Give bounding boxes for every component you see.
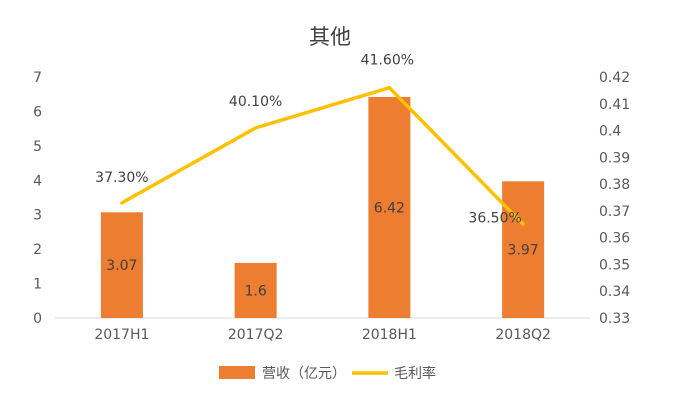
- x-tick-label: 2018Q2: [495, 327, 551, 343]
- legend-label-line: 毛利率: [394, 365, 436, 382]
- right-tick-label: 0.37: [599, 204, 630, 220]
- bar-data-label: 3.07: [106, 258, 137, 274]
- x-tick-label: 2017H1: [94, 327, 149, 343]
- legend: 营收（亿元） 毛利率: [219, 365, 436, 382]
- bar: [368, 96, 411, 319]
- right-tick-label: 0.34: [599, 284, 630, 300]
- left-tick-label: 1: [33, 277, 42, 293]
- bar-data-label: 1.6: [244, 283, 266, 299]
- left-tick-label: 5: [33, 139, 42, 155]
- line-path: [120, 85, 525, 227]
- right-tick-label: 0.39: [599, 150, 630, 166]
- line-data-label: 37.30%: [95, 170, 148, 186]
- chart-title: 其他: [309, 25, 351, 49]
- line-data-label: 40.10%: [229, 94, 282, 110]
- x-axis: 2017H1 2017Q2 2018H1 2018Q2: [94, 327, 551, 343]
- bar: [502, 181, 545, 318]
- bar-labels: 3.07 1.6 6.42 3.97: [106, 200, 538, 299]
- right-tick-label: 0.41: [599, 97, 630, 113]
- x-tick-label: 2018H1: [362, 327, 417, 343]
- left-tick-label: 7: [33, 70, 42, 86]
- legend-label-bar: 营收（亿元）: [262, 366, 346, 382]
- line-series: [120, 85, 525, 227]
- bar-data-label: 3.97: [508, 243, 539, 259]
- right-tick-label: 0.42: [599, 70, 630, 86]
- legend-swatch-bar: [219, 366, 255, 379]
- right-tick-label: 0.4: [599, 124, 621, 140]
- left-tick-label: 3: [33, 208, 42, 224]
- line-data-label: 41.60%: [361, 53, 414, 69]
- left-tick-label: 0: [33, 311, 42, 327]
- right-tick-label: 0.35: [599, 257, 630, 273]
- left-tick-label: 6: [33, 104, 42, 120]
- right-axis: 0.33 0.34 0.35 0.36 0.37 0.38 0.39 0.4 0.41 0.42: [599, 70, 630, 327]
- bar-data-label: 6.42: [374, 200, 405, 216]
- right-tick-label: 0.33: [599, 311, 630, 327]
- line-labels: 37.30% 40.10% 41.60% 36.50%: [95, 53, 522, 227]
- left-tick-label: 4: [33, 173, 42, 189]
- left-tick-label: 2: [33, 242, 42, 258]
- right-tick-label: 0.36: [599, 231, 630, 247]
- right-tick-label: 0.38: [599, 177, 630, 193]
- bar-series: [100, 96, 545, 319]
- line-data-label: 36.50%: [468, 210, 521, 226]
- left-axis: 0 1 2 3 4 5 6 7: [33, 70, 42, 327]
- bar: [100, 212, 143, 318]
- x-tick-label: 2017Q2: [228, 327, 284, 343]
- bar: [234, 262, 277, 318]
